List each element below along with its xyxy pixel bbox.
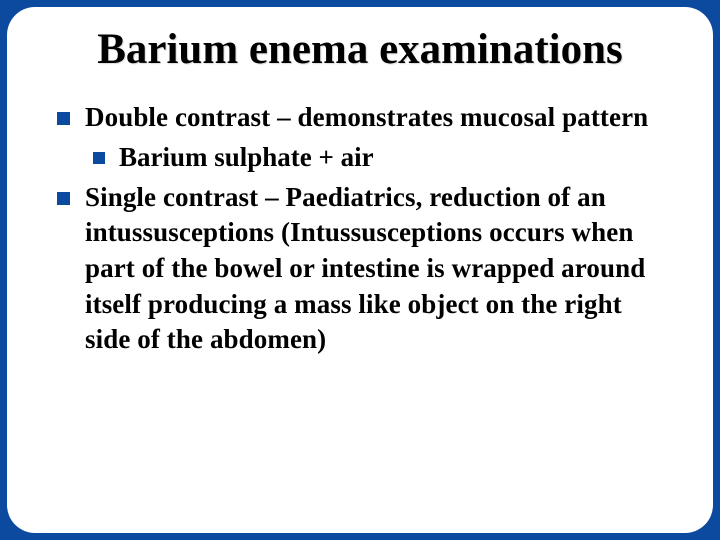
list-item: Barium sulphate + air bbox=[85, 140, 669, 176]
slide-panel: Barium enema examinations Double contras… bbox=[7, 7, 713, 533]
bullet-list: Double contrast – demonstrates mucosal p… bbox=[51, 100, 669, 357]
list-item: Single contrast – Paediatrics, reduction… bbox=[51, 180, 669, 358]
slide-title: Barium enema examinations bbox=[51, 25, 669, 74]
list-item: Double contrast – demonstrates mucosal p… bbox=[51, 100, 669, 136]
